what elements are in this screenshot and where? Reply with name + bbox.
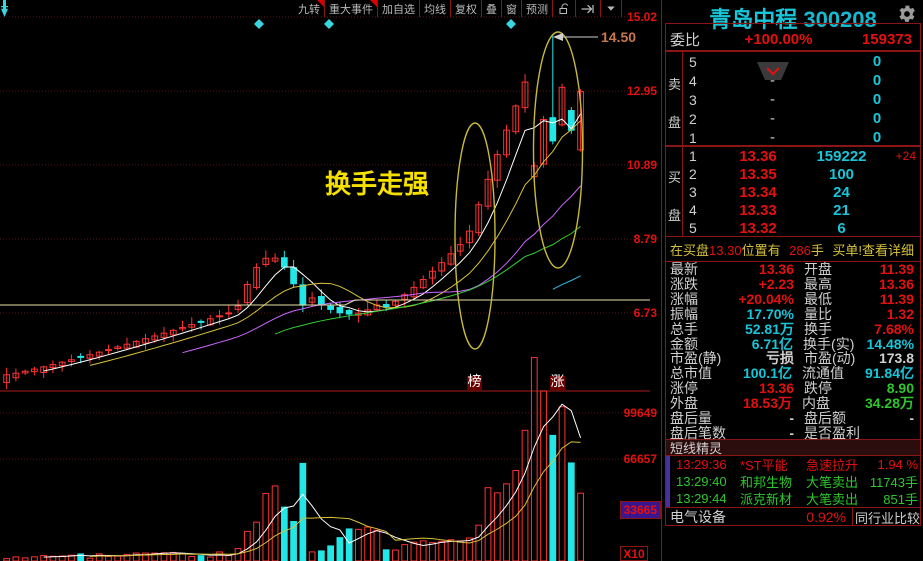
- svg-text:涨: 涨: [551, 373, 565, 389]
- svg-text:榜: 榜: [468, 373, 482, 389]
- svg-text:换手走强: 换手走强: [325, 169, 429, 199]
- svg-text:14.50: 14.50: [601, 29, 636, 45]
